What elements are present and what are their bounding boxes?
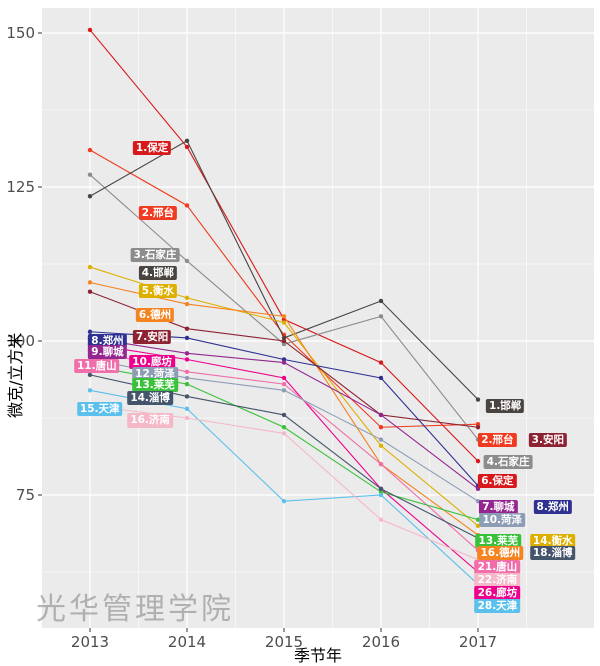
x-tick-label: 2017	[459, 633, 497, 651]
series-point-莱芜	[87, 363, 93, 368]
plot-panel	[42, 8, 594, 628]
series-point-淄博	[475, 535, 481, 541]
series-point-淄博	[281, 412, 287, 418]
series-point-邯郸	[184, 138, 190, 143]
series-point-聊城	[87, 335, 93, 341]
series-point-莱芜	[475, 517, 481, 522]
series-point-天津	[184, 406, 190, 411]
series-point-衡水	[87, 264, 93, 270]
series-point-德州	[281, 314, 287, 319]
series-point-邯郸	[378, 298, 384, 304]
series-point-保定	[378, 360, 384, 365]
series-point-保定	[475, 458, 481, 464]
series-point-衡水	[475, 523, 481, 528]
series-point-邯郸	[475, 397, 481, 402]
series-point-德州	[184, 301, 190, 307]
series-point-唐山	[378, 462, 384, 467]
series-point-邯郸	[281, 335, 287, 341]
series-point-邢台	[87, 147, 93, 153]
series-point-郑州	[378, 375, 384, 381]
series-point-淄博	[378, 486, 384, 492]
series-point-天津	[378, 492, 384, 498]
series-point-衡水	[281, 320, 287, 325]
x-tick-label: 2013	[71, 633, 109, 651]
series-point-邢台	[475, 421, 481, 427]
series-point-聊城	[184, 351, 190, 356]
series-point-廊坊	[184, 357, 190, 362]
series-point-天津	[475, 582, 481, 587]
series-point-菏泽	[475, 498, 481, 504]
y-tick-label: 150	[6, 24, 35, 42]
series-point-唐山	[475, 548, 481, 553]
series-point-菏泽	[378, 437, 384, 442]
y-tick-label: 100	[6, 332, 35, 350]
series-point-邢台	[378, 425, 384, 430]
series-point-济南	[378, 517, 384, 522]
series-point-济南	[87, 403, 93, 408]
series-point-济南	[281, 431, 287, 436]
series-point-莱芜	[184, 381, 190, 387]
series-point-衡水	[184, 295, 190, 301]
series-point-郑州	[184, 335, 190, 341]
series-point-唐山	[281, 381, 287, 387]
series-point-郑州	[281, 357, 287, 362]
y-axis-title: 微克/立方米	[6, 332, 25, 418]
x-tick-label: 2015	[265, 633, 303, 651]
series-point-济南	[184, 415, 190, 421]
series-point-石家庄	[184, 258, 190, 264]
series-point-保定	[87, 27, 93, 33]
series-point-淄博	[184, 394, 190, 399]
series-point-安阳	[281, 338, 287, 344]
series-point-石家庄	[281, 341, 287, 347]
series-point-德州	[87, 280, 93, 285]
series-point-菏泽	[281, 388, 287, 393]
series-point-廊坊	[87, 341, 93, 347]
series-point-安阳	[184, 326, 190, 331]
series-point-聊城	[281, 360, 287, 365]
series-point-济南	[475, 557, 481, 562]
series-point-唐山	[184, 369, 190, 374]
series-point-天津	[87, 388, 93, 393]
x-tick-label: 2016	[362, 633, 400, 651]
series-point-天津	[281, 498, 287, 504]
watermark: 光华管理学院	[36, 592, 234, 627]
y-tick-label: 75	[16, 486, 35, 504]
series-point-聊城	[378, 412, 384, 418]
series-point-莱芜	[378, 489, 384, 495]
series-point-石家庄	[87, 172, 93, 177]
series-point-邯郸	[87, 194, 93, 199]
series-point-菏泽	[184, 375, 190, 381]
series-point-廊坊	[281, 375, 287, 381]
x-axis-title: 季节年	[293, 646, 343, 665]
series-point-安阳	[87, 289, 93, 294]
series-point-郑州	[87, 329, 93, 334]
series-point-石家庄	[475, 437, 481, 442]
series-point-廊坊	[475, 569, 481, 575]
series-point-安阳	[475, 425, 481, 430]
series-point-唐山	[87, 348, 93, 353]
series-point-聊城	[475, 486, 481, 492]
y-tick-label: 125	[6, 178, 35, 196]
series-point-莱芜	[281, 425, 287, 430]
series-point-衡水	[378, 443, 384, 448]
series-point-石家庄	[378, 314, 384, 319]
series-point-淄博	[87, 372, 93, 378]
series-point-保定	[184, 144, 190, 150]
series-point-邢台	[184, 203, 190, 208]
series-point-菏泽	[87, 357, 93, 362]
x-tick-label: 2014	[168, 633, 206, 651]
